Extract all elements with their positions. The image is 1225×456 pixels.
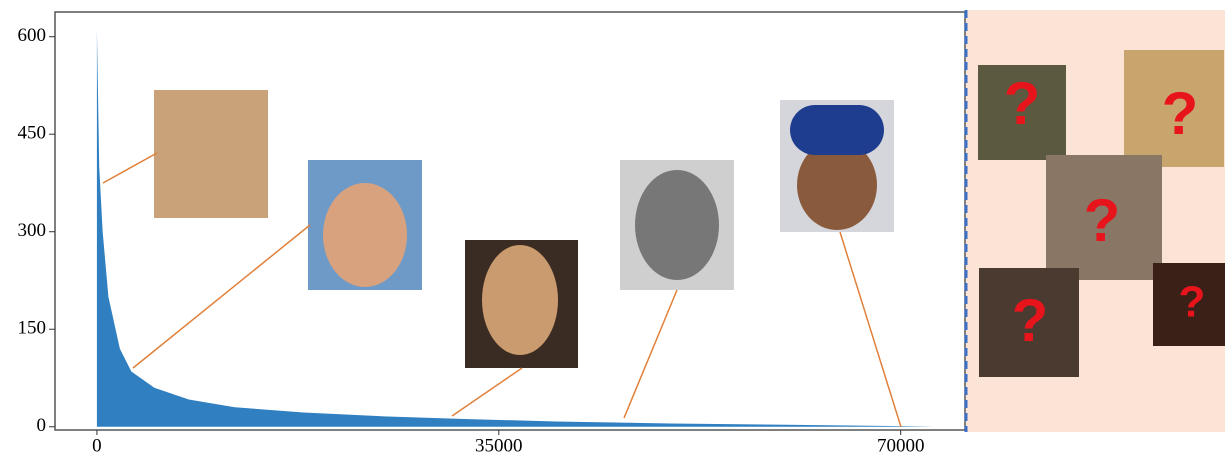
face-image	[1124, 50, 1224, 167]
y-tick-label: 300	[18, 220, 47, 241]
pointer-line	[132, 224, 311, 369]
unknown-mark: ?	[1084, 187, 1121, 254]
face-image	[635, 170, 719, 280]
pointer-line	[839, 231, 902, 428]
y-tick-label: 150	[18, 318, 47, 339]
unknown-mark: ?	[1012, 287, 1049, 354]
pointer-line	[623, 289, 678, 419]
face-image	[979, 268, 1079, 377]
unknown-mark: ?	[1179, 278, 1206, 327]
x-tick-label: 70000	[877, 435, 925, 456]
x-tick-label: 35000	[475, 435, 523, 456]
face-image	[790, 105, 884, 155]
x-tick-label: 0	[92, 435, 102, 456]
unknown-mark: ?	[1162, 80, 1199, 147]
face-image	[1153, 263, 1225, 346]
y-tick-label: 600	[18, 25, 47, 46]
y-tick-label: 450	[18, 123, 47, 144]
unknown-mark: ?	[1004, 70, 1041, 137]
face-image	[482, 245, 558, 355]
pointer-lines	[102, 152, 902, 428]
pointer-line	[102, 152, 158, 184]
face-image	[323, 183, 407, 287]
y-tick-label: 0	[37, 415, 47, 436]
faces	[154, 50, 1225, 377]
pointer-line	[451, 367, 523, 417]
face-image	[1046, 155, 1162, 280]
face-image	[978, 65, 1066, 160]
face-image	[154, 90, 268, 218]
face-image	[797, 140, 877, 230]
